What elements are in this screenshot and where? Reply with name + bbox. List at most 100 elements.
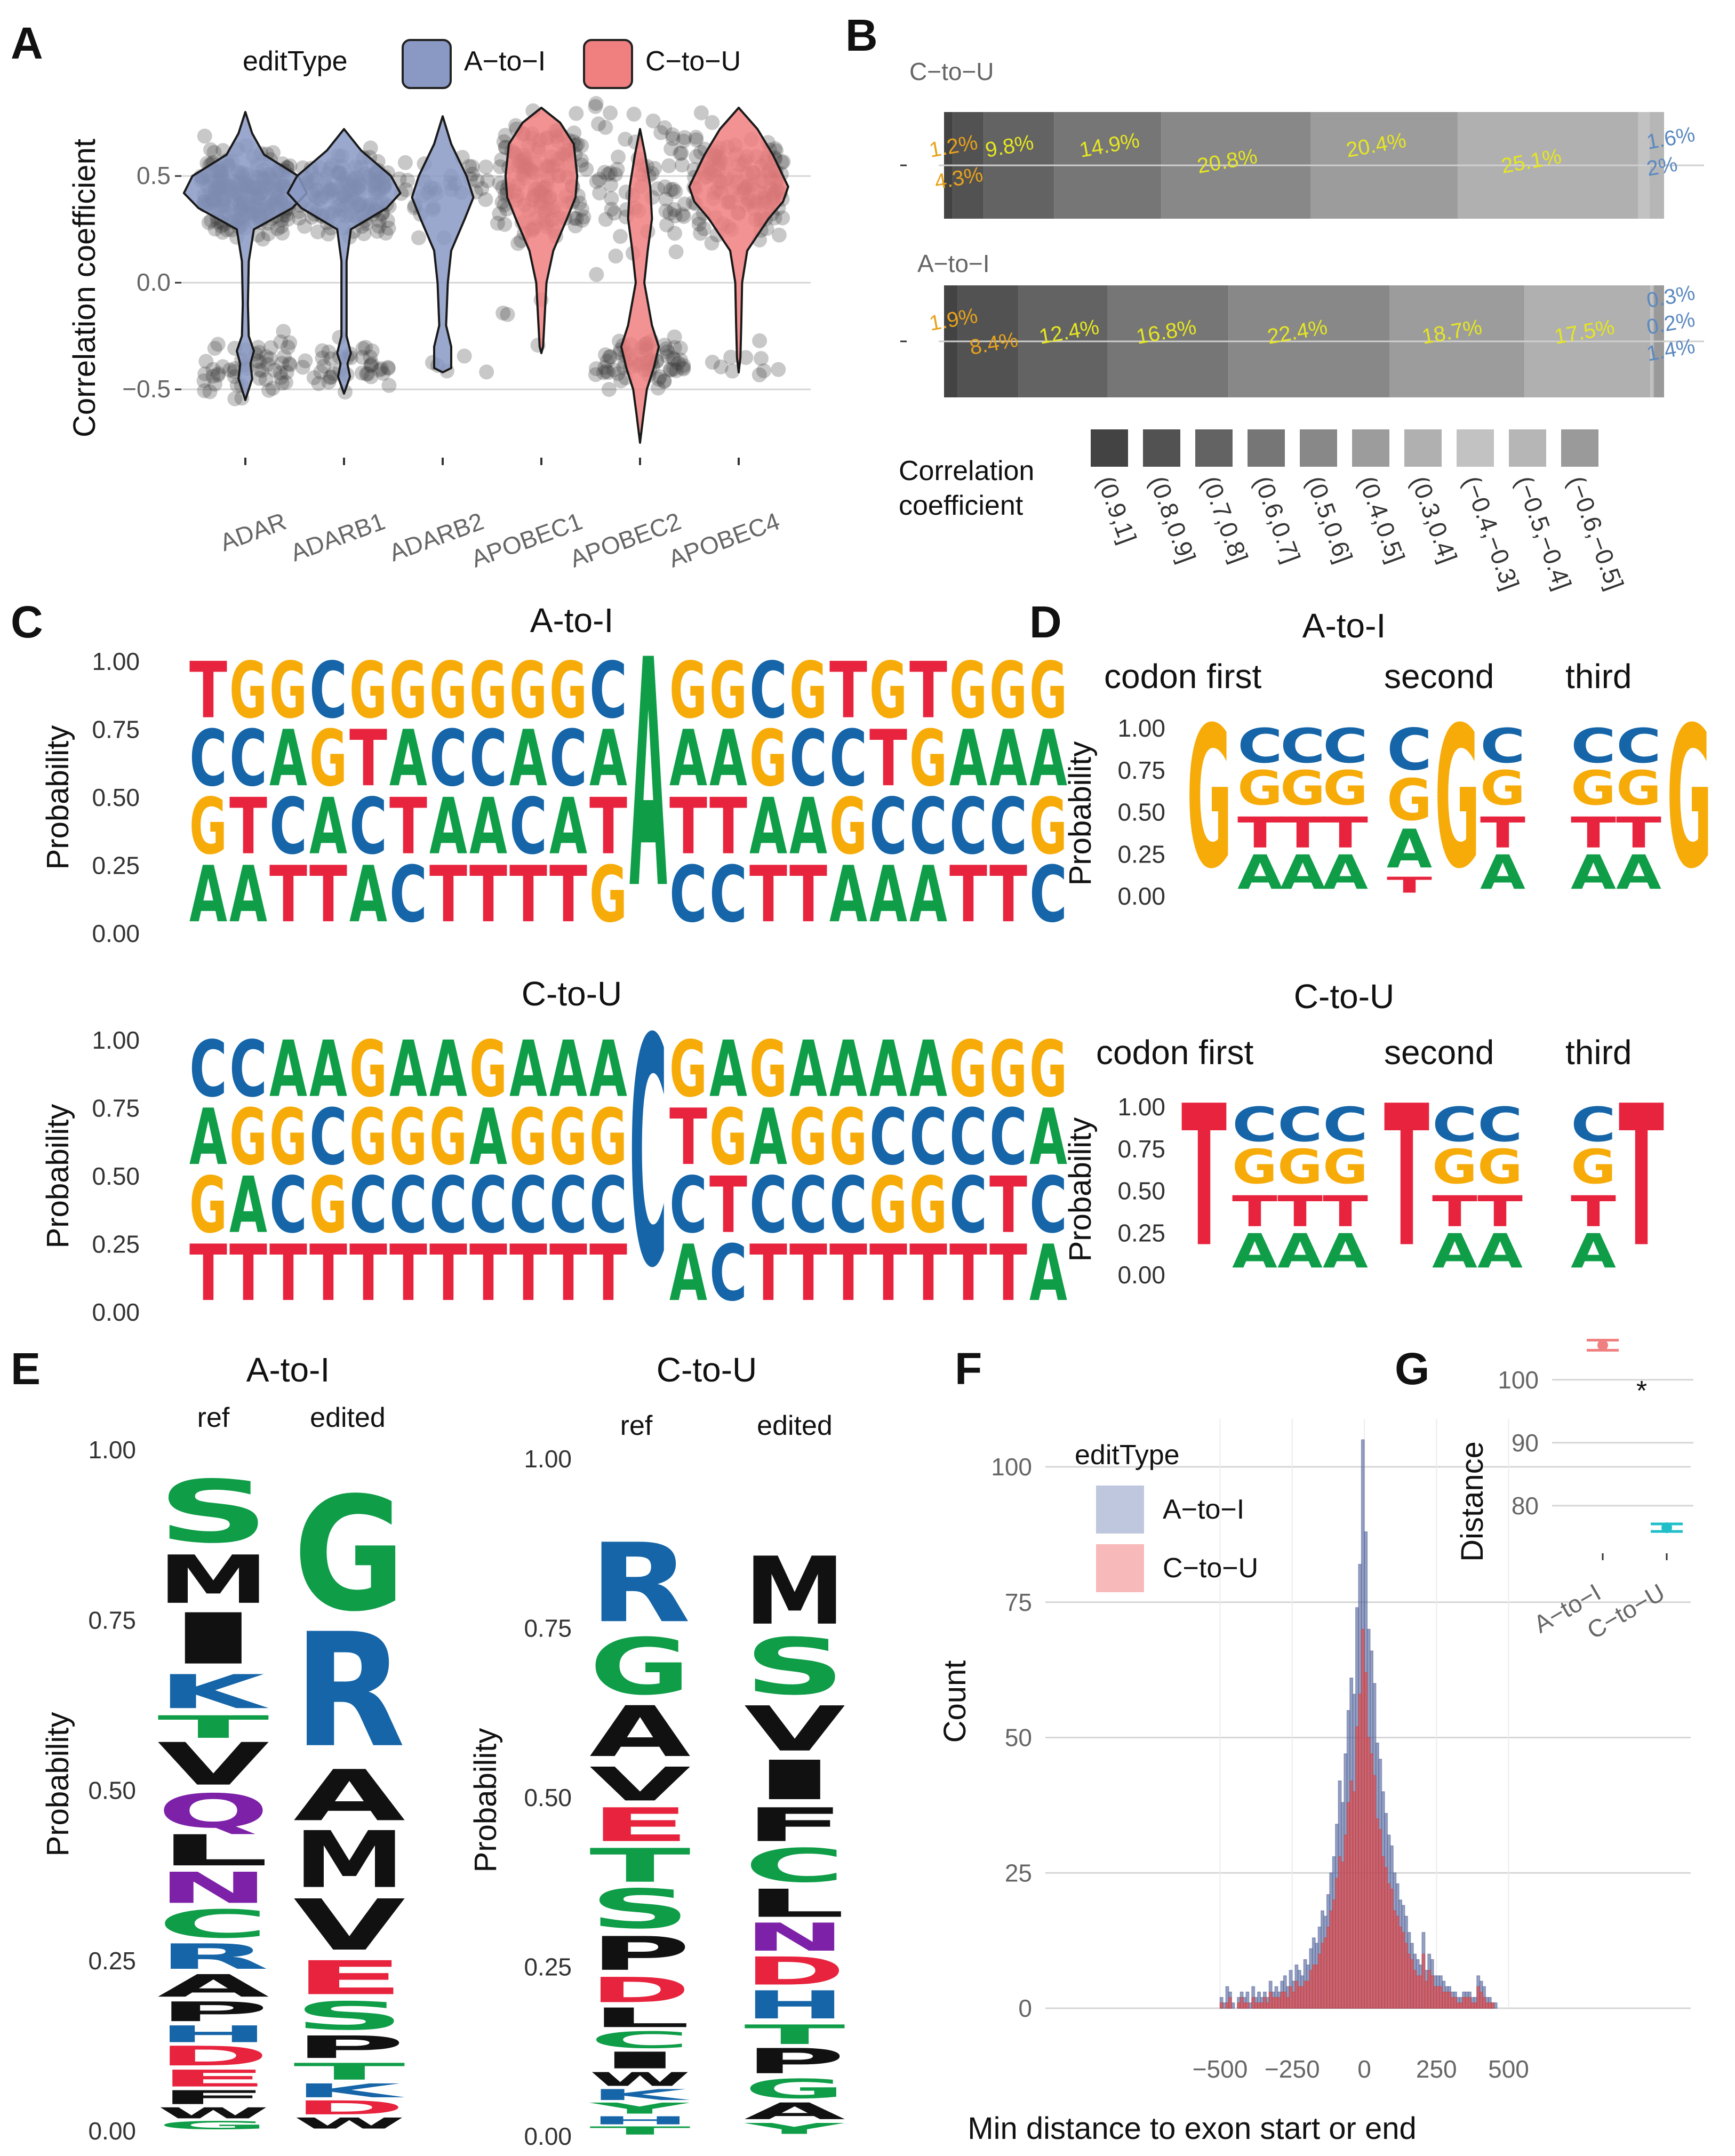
- panel-e-aa-letter: Q: [157, 1784, 269, 1839]
- panel-d-nt-letter: G: [1237, 761, 1283, 816]
- panel-f-bar: [1309, 1970, 1313, 2009]
- panel-c-nt-letter: T: [229, 781, 267, 872]
- panel-a-point: [598, 364, 614, 379]
- panel-a-point: [658, 203, 674, 219]
- panel-a-point: [705, 355, 720, 370]
- panel-a-point: [598, 347, 613, 363]
- panel-c-nt-letter: C: [509, 782, 547, 872]
- panel-f-legend-key-a-to-i: [1096, 1486, 1144, 1534]
- panel-a-point: [321, 226, 336, 242]
- panel-a-point: [378, 226, 394, 241]
- panel-a-point: [597, 360, 613, 376]
- panel-f-bar: [1433, 1986, 1437, 2009]
- panel-c-nt-letter: G: [229, 646, 267, 736]
- panel-c-nt-letter: C: [469, 1161, 507, 1251]
- panel-a-point: [756, 363, 772, 379]
- panel-a-point: [363, 140, 378, 156]
- panel-c-ytick: 0.25: [92, 1231, 140, 1258]
- panel-c-nt-letter: T: [509, 850, 547, 940]
- panel-f-ytick: 75: [1005, 1588, 1032, 1616]
- panel-e-aa-letter: H: [589, 2114, 691, 2127]
- panel-a-point: [282, 356, 297, 371]
- panel-a-point: [197, 129, 212, 144]
- panel-d-nt-letter: A: [1477, 1223, 1523, 1279]
- panel-c-nt-letter: C: [589, 646, 627, 736]
- panel-a-point: [363, 349, 378, 365]
- panel-c-nt-letter: T: [709, 781, 747, 872]
- panel-f-bar: [1442, 1991, 1446, 2009]
- panel-a-point: [611, 149, 626, 165]
- panel-f-bar: [1338, 1856, 1342, 2009]
- panel-c-nt-letter: A: [509, 713, 547, 804]
- panel-a-point: [660, 344, 675, 360]
- panel-a-point: [677, 196, 692, 212]
- panel-a-point: [666, 181, 681, 197]
- panel-c-nt-letter: T: [549, 1228, 587, 1319]
- panel-a-point: [492, 175, 507, 191]
- panel-d-ytick: 0.25: [1117, 840, 1165, 868]
- panel-f-bar: [1344, 1834, 1348, 2009]
- panel-c-nt-letter: T: [349, 1228, 387, 1319]
- panel-a-violin: [620, 128, 660, 444]
- panel-e-aa-letter: G: [157, 2119, 269, 2131]
- panel-b-legend-swatch: [1509, 429, 1546, 467]
- panel-f-ytick: 0: [1018, 1994, 1032, 2022]
- panel-f-legend-label-c-to-u: C−to−U: [1163, 1553, 1258, 1584]
- panel-a-point: [273, 365, 288, 381]
- panel-c-nt-letter: C: [469, 714, 507, 804]
- panel-f-bar: [1251, 1997, 1256, 2009]
- panel-d-group-third-bottom: third: [1565, 1033, 1632, 1072]
- panel-c-nt-letter: G: [1029, 782, 1067, 872]
- panel-f-bar: [1485, 2002, 1489, 2009]
- panel-c-nt-letter: A: [469, 1092, 507, 1183]
- panel-c-nt-letter: G: [389, 1092, 427, 1183]
- panel-c-nt-letter: C: [349, 1161, 387, 1251]
- panel-c-nt-letter: T: [989, 1160, 1027, 1250]
- panel-a-point: [673, 340, 688, 356]
- panel-f-bar: [1272, 1997, 1276, 2009]
- panel-e-aa-letter: V: [157, 1730, 269, 1799]
- panel-a-point: [197, 366, 213, 381]
- panel-d-nt-letter: T: [1323, 808, 1368, 858]
- panel-a-point: [569, 106, 584, 121]
- panel-d-ytick: 0.50: [1117, 1177, 1165, 1205]
- panel-d-group-second-top: second: [1384, 657, 1494, 696]
- panel-d-ytick: 0.75: [1117, 1135, 1165, 1163]
- panel-a-point: [265, 380, 281, 396]
- panel-c-nt-letter: A: [309, 781, 347, 872]
- panel-e-aa-letter: L: [157, 1826, 269, 1875]
- panel-d-group-codon-first-bottom: codon first: [1096, 1033, 1253, 1072]
- panel-c-nt-letter: A: [949, 713, 987, 804]
- panel-b-legend-bin: (0.6,0.7]: [1249, 473, 1306, 566]
- panel-c-nt-letter: T: [189, 645, 227, 736]
- panel-a-point: [457, 348, 472, 364]
- panel-a-point: [260, 357, 276, 372]
- panel-f: 0 25 50 75 100 −500 −250 0 250 500 Min distance t…: [938, 1419, 1691, 2146]
- panel-a-point: [667, 329, 682, 345]
- panel-e-aa-letter: S: [744, 1622, 845, 1712]
- panel-c-nt-letter: A: [829, 849, 867, 940]
- panel-e-aa-letter: W: [157, 2104, 269, 2122]
- panel-e-aa-letter: E: [157, 2065, 269, 2092]
- panel-d-nt-letter: A: [1277, 1223, 1323, 1279]
- panel-c-nt-letter: G: [589, 1092, 627, 1183]
- panel-f-bar: [1404, 1943, 1408, 2009]
- panel-a-point: [666, 362, 682, 377]
- panel-a-point: [411, 230, 426, 245]
- panel-c-nt-letter: G: [989, 1025, 1027, 1115]
- panel-a-point: [275, 226, 290, 241]
- panel-f-bar: [1448, 1991, 1452, 2009]
- panel-e-aa-letter: M: [744, 1537, 845, 1646]
- panel-c-nt-letter: A: [1029, 1092, 1067, 1183]
- panel-e-aa-letter: S: [157, 1462, 269, 1562]
- panel-c-nt-letter: C: [189, 714, 227, 804]
- panel-d-nt-letter: C: [1323, 1098, 1368, 1153]
- panel-a-point: [215, 225, 230, 240]
- panel-e-aa-letter: K: [157, 1665, 269, 1719]
- panel-a-point: [222, 362, 238, 378]
- panel-c-nt-letter: A: [789, 1024, 827, 1115]
- panel-c-nt-letter: G: [549, 1092, 587, 1183]
- panel-f-bar: [1222, 2002, 1227, 2009]
- panel-g-annotation: *: [1636, 1376, 1647, 1407]
- panel-d-nt-letter: T: [1571, 1187, 1616, 1236]
